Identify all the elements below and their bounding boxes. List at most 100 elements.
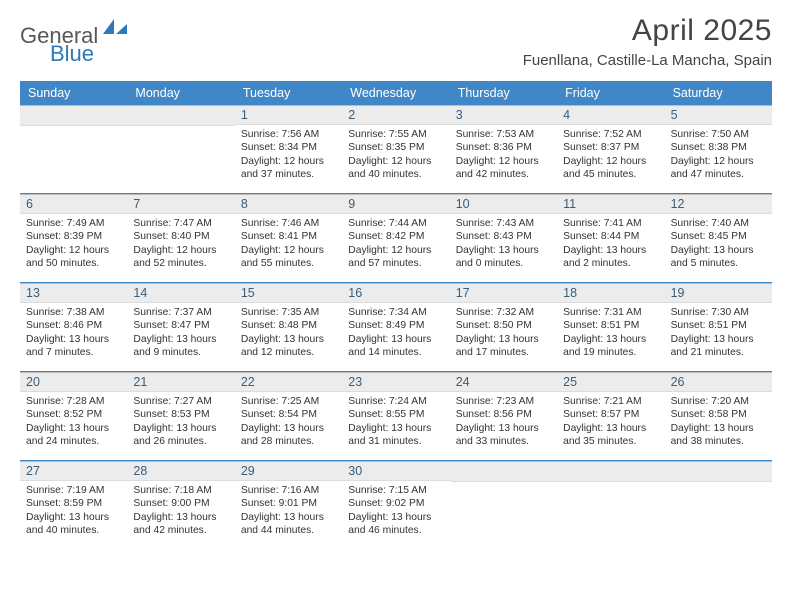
- sunset-line: Sunset: 8:41 PM: [241, 230, 336, 243]
- day-number: 12: [665, 195, 772, 214]
- sunrise-line: Sunrise: 7:43 AM: [456, 217, 551, 230]
- day-number: 7: [127, 195, 234, 214]
- sunrise-line: Sunrise: 7:24 AM: [348, 395, 443, 408]
- sunset-line: Sunset: 8:51 PM: [563, 319, 658, 332]
- calendar-cell: 22Sunrise: 7:25 AMSunset: 8:54 PMDayligh…: [235, 372, 342, 460]
- month-title: April 2025: [523, 14, 772, 48]
- daylight-line: Daylight: 12 hours and 42 minutes.: [456, 155, 551, 182]
- daylight-line: Daylight: 13 hours and 21 minutes.: [671, 333, 766, 360]
- sunset-line: Sunset: 9:01 PM: [241, 497, 336, 510]
- sunset-line: Sunset: 8:50 PM: [456, 319, 551, 332]
- sunrise-line: Sunrise: 7:31 AM: [563, 306, 658, 319]
- sunrise-line: Sunrise: 7:35 AM: [241, 306, 336, 319]
- calendar-cell: 18Sunrise: 7:31 AMSunset: 8:51 PMDayligh…: [557, 283, 664, 371]
- sunset-line: Sunset: 8:55 PM: [348, 408, 443, 421]
- sunset-line: Sunset: 8:56 PM: [456, 408, 551, 421]
- daylight-line: Daylight: 13 hours and 2 minutes.: [563, 244, 658, 271]
- daylight-line: Daylight: 13 hours and 28 minutes.: [241, 422, 336, 449]
- day-body: Sunrise: 7:41 AMSunset: 8:44 PMDaylight:…: [557, 214, 664, 276]
- daylight-line: Daylight: 13 hours and 35 minutes.: [563, 422, 658, 449]
- day-number: 17: [450, 284, 557, 303]
- weekday-header: Wednesday: [342, 81, 449, 105]
- day-body: Sunrise: 7:21 AMSunset: 8:57 PMDaylight:…: [557, 392, 664, 454]
- daylight-line: Daylight: 13 hours and 5 minutes.: [671, 244, 766, 271]
- weekday-header: Thursday: [450, 81, 557, 105]
- calendar-cell: 8Sunrise: 7:46 AMSunset: 8:41 PMDaylight…: [235, 194, 342, 282]
- day-body: Sunrise: 7:27 AMSunset: 8:53 PMDaylight:…: [127, 392, 234, 454]
- day-number: 4: [557, 106, 664, 125]
- weekday-header: Tuesday: [235, 81, 342, 105]
- sunset-line: Sunset: 8:42 PM: [348, 230, 443, 243]
- day-body: Sunrise: 7:53 AMSunset: 8:36 PMDaylight:…: [450, 125, 557, 187]
- calendar-grid: 1Sunrise: 7:56 AMSunset: 8:34 PMDaylight…: [20, 105, 772, 549]
- daylight-line: Daylight: 12 hours and 57 minutes.: [348, 244, 443, 271]
- calendar-cell: 4 Sunrise: 7:52 AMSunset: 8:37 PMDaylight…: [557, 105, 664, 193]
- sunrise-line: Sunrise: 7:30 AM: [671, 306, 766, 319]
- daylight-line: Daylight: 13 hours and 24 minutes.: [26, 422, 121, 449]
- day-number: 5: [665, 106, 772, 125]
- day-number: 6: [20, 195, 127, 214]
- sunrise-line: Sunrise: 7:15 AM: [348, 484, 443, 497]
- sunset-line: Sunset: 9:00 PM: [133, 497, 228, 510]
- calendar-cell: 7Sunrise: 7:47 AMSunset: 8:40 PMDaylight…: [127, 194, 234, 282]
- daylight-line: Daylight: 12 hours and 45 minutes.: [563, 155, 658, 182]
- day-body: Sunrise: 7:40 AMSunset: 8:45 PMDaylight:…: [665, 214, 772, 276]
- calendar-cell-empty: [20, 105, 127, 193]
- sunrise-line: Sunrise: 7:28 AM: [26, 395, 121, 408]
- sunrise-line: Sunrise: 7:23 AM: [456, 395, 551, 408]
- location-text: Fuenllana, Castille-La Mancha, Spain: [523, 52, 772, 69]
- brand-sail-icon: [100, 18, 128, 53]
- day-body: Sunrise: 7:24 AMSunset: 8:55 PMDaylight:…: [342, 392, 449, 454]
- sunrise-line: Sunrise: 7:44 AM: [348, 217, 443, 230]
- sunrise-line: Sunrise: 7:47 AM: [133, 217, 228, 230]
- calendar-cell: 12Sunrise: 7:40 AMSunset: 8:45 PMDayligh…: [665, 194, 772, 282]
- day-body: Sunrise: 7:25 AMSunset: 8:54 PMDaylight:…: [235, 392, 342, 454]
- day-body: Sunrise: 7:20 AMSunset: 8:58 PMDaylight:…: [665, 392, 772, 454]
- day-number: 27: [20, 462, 127, 481]
- day-body: Sunrise: 7:19 AMSunset: 8:59 PMDaylight:…: [20, 481, 127, 543]
- day-body: Sunrise: 7:50 AMSunset: 8:38 PMDaylight:…: [665, 125, 772, 187]
- sunset-line: Sunset: 8:48 PM: [241, 319, 336, 332]
- day-number: 26: [665, 373, 772, 392]
- day-body: Sunrise: 7:32 AMSunset: 8:50 PMDaylight:…: [450, 303, 557, 365]
- sunset-line: Sunset: 8:54 PM: [241, 408, 336, 421]
- daylight-line: Daylight: 13 hours and 14 minutes.: [348, 333, 443, 360]
- calendar-cell: 23Sunrise: 7:24 AMSunset: 8:55 PMDayligh…: [342, 372, 449, 460]
- sunrise-line: Sunrise: 7:52 AM: [563, 128, 658, 141]
- sunset-line: Sunset: 8:51 PM: [671, 319, 766, 332]
- daylight-line: Daylight: 13 hours and 38 minutes.: [671, 422, 766, 449]
- day-body: Sunrise: 7:46 AMSunset: 8:41 PMDaylight:…: [235, 214, 342, 276]
- day-number: 20: [20, 373, 127, 392]
- sunset-line: Sunset: 8:39 PM: [26, 230, 121, 243]
- calendar-cell: 21Sunrise: 7:27 AMSunset: 8:53 PMDayligh…: [127, 372, 234, 460]
- calendar-cell-empty: [557, 461, 664, 549]
- calendar-cell: 24Sunrise: 7:23 AMSunset: 8:56 PMDayligh…: [450, 372, 557, 460]
- day-number: 11: [557, 195, 664, 214]
- day-body: Sunrise: 7:47 AMSunset: 8:40 PMDaylight:…: [127, 214, 234, 276]
- sunset-line: Sunset: 8:45 PM: [671, 230, 766, 243]
- daylight-line: Daylight: 13 hours and 0 minutes.: [456, 244, 551, 271]
- day-number: 19: [665, 284, 772, 303]
- day-body: Sunrise: 7:30 AMSunset: 8:51 PMDaylight:…: [665, 303, 772, 365]
- day-number: 25: [557, 373, 664, 392]
- sunset-line: Sunset: 8:37 PM: [563, 141, 658, 154]
- sunset-line: Sunset: 8:46 PM: [26, 319, 121, 332]
- sunrise-line: Sunrise: 7:20 AM: [671, 395, 766, 408]
- calendar-cell: 15Sunrise: 7:35 AMSunset: 8:48 PMDayligh…: [235, 283, 342, 371]
- calendar-cell: 9Sunrise: 7:44 AMSunset: 8:42 PMDaylight…: [342, 194, 449, 282]
- day-number: 30: [342, 462, 449, 481]
- day-number: 16: [342, 284, 449, 303]
- day-number: 23: [342, 373, 449, 392]
- calendar: SundayMondayTuesdayWednesdayThursdayFrid…: [20, 81, 772, 549]
- day-body: Sunrise: 7:37 AMSunset: 8:47 PMDaylight:…: [127, 303, 234, 365]
- day-number: 28: [127, 462, 234, 481]
- daylight-line: Daylight: 12 hours and 40 minutes.: [348, 155, 443, 182]
- day-number: 29: [235, 462, 342, 481]
- day-number: 3: [450, 106, 557, 125]
- weekday-header: Friday: [557, 81, 664, 105]
- daylight-line: Daylight: 12 hours and 37 minutes.: [241, 155, 336, 182]
- daylight-line: Daylight: 13 hours and 46 minutes.: [348, 511, 443, 538]
- day-body: Sunrise: 7:18 AMSunset: 9:00 PMDaylight:…: [127, 481, 234, 543]
- calendar-cell: 5Sunrise: 7:50 AMSunset: 8:38 PMDaylight…: [665, 105, 772, 193]
- day-number: 18: [557, 284, 664, 303]
